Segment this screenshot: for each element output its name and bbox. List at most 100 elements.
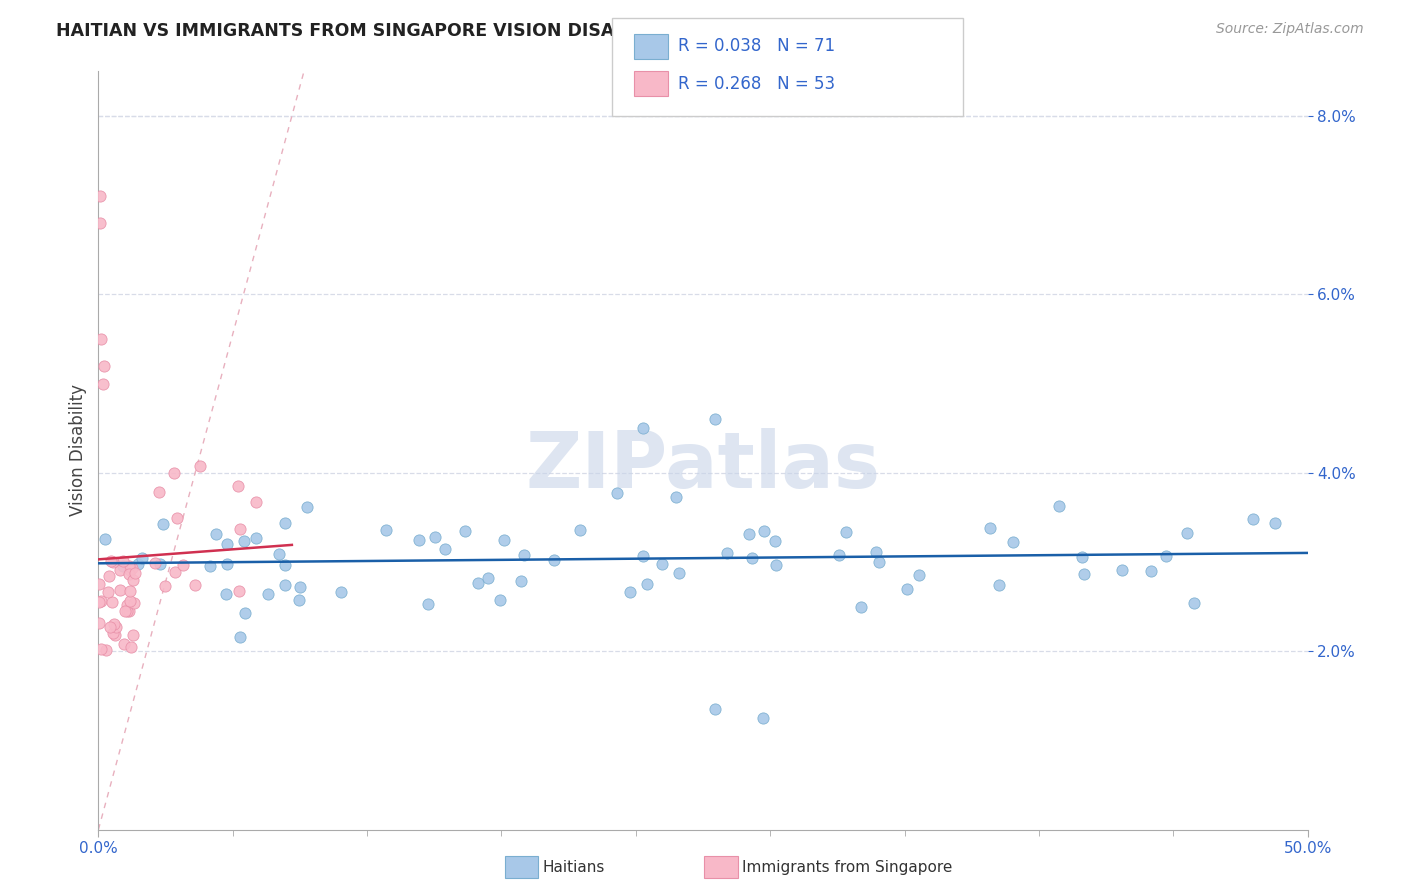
Point [704,412,727,426]
Point [229,630,252,644]
Point [163,565,186,579]
Point [103,626,125,640]
Point [631,549,654,563]
Point [865,545,887,559]
Point [828,548,851,562]
Text: Source: ZipAtlas.com: Source: ZipAtlas.com [1216,22,1364,37]
Point [118,604,141,618]
Point [1111,563,1133,577]
Point [131,551,153,566]
Point [98,620,121,634]
Point [127,557,149,571]
Point [104,620,127,634]
Point [120,594,142,608]
Point [124,596,146,610]
Point [89,577,111,591]
Point [738,527,761,541]
Point [94,643,117,657]
Point [763,533,786,548]
Point [569,523,592,537]
Point [120,640,142,654]
Point [111,553,134,567]
Text: R = 0.038   N = 71: R = 0.038 N = 71 [678,37,835,55]
Point [619,585,641,599]
Point [114,604,136,618]
Point [477,571,499,585]
Text: R = 0.268   N = 53: R = 0.268 N = 53 [678,75,835,93]
Point [510,574,533,589]
Point [330,585,353,599]
Point [273,578,295,592]
Point [90,641,112,656]
Point [215,558,238,572]
Point [752,524,775,538]
Point [228,522,250,536]
Point [101,555,124,569]
Point [433,542,456,557]
Point [1154,549,1177,563]
Point [121,561,143,575]
Point [1140,564,1163,578]
Text: Immigrants from Singapore: Immigrants from Singapore [742,860,953,874]
Point [118,583,141,598]
Text: ZIPatlas: ZIPatlas [526,427,880,504]
Point [200,558,222,573]
Point [87,595,110,609]
Point [267,547,290,561]
Point [101,595,124,609]
Point [118,566,141,581]
Point [112,637,135,651]
Point [1047,500,1070,514]
Point [752,711,775,725]
Point [245,531,267,545]
Point [204,526,226,541]
Point [93,359,115,373]
Point [118,559,141,574]
Point [149,557,172,571]
Point [636,576,658,591]
Point [423,530,446,544]
Point [89,189,111,203]
Point [148,485,170,500]
Point [1070,549,1092,564]
Point [143,556,166,570]
Point [408,533,430,548]
Point [295,500,318,515]
Point [375,523,398,537]
Point [489,593,512,607]
Point [152,516,174,531]
Point [907,568,929,582]
Point [704,702,727,716]
Point [288,593,311,607]
Point [274,516,297,530]
Point [117,604,139,618]
Point [97,568,120,582]
Point [835,524,858,539]
Point [1182,596,1205,610]
Point [245,495,267,509]
Point [91,376,114,391]
Point [89,216,111,230]
Point [233,606,256,620]
Point [454,524,477,538]
Point [849,599,872,614]
Point [1073,566,1095,581]
Point [172,558,194,573]
Point [166,511,188,525]
Point [868,555,890,569]
Point [256,587,278,601]
Point [665,491,688,505]
Point [97,584,120,599]
Point [94,533,117,547]
Point [104,628,127,642]
Point [233,534,256,549]
Point [1175,526,1198,541]
Text: HAITIAN VS IMMIGRANTS FROM SINGAPORE VISION DISABILITY CORRELATION CHART: HAITIAN VS IMMIGRANTS FROM SINGAPORE VIS… [56,22,891,40]
Point [122,628,145,642]
Point [467,575,489,590]
Point [217,537,239,551]
Point [90,332,112,346]
Point [1001,535,1024,549]
Point [650,557,672,571]
Point [100,554,122,568]
